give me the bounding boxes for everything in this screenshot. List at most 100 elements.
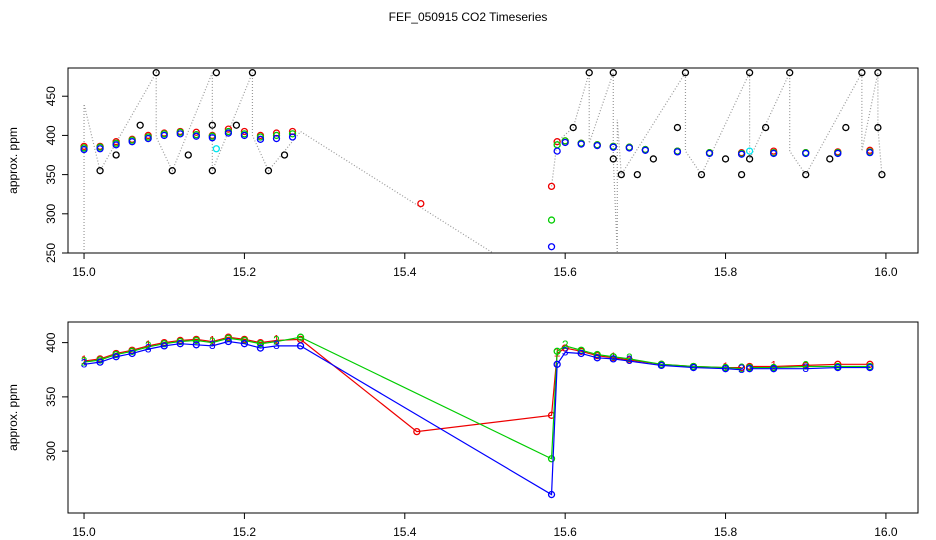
y-tick-label: 350 (44, 387, 58, 407)
y-axis-label: approx. ppm (6, 384, 20, 451)
point (858, 69, 866, 77)
point-glyph: 2 (209, 335, 216, 349)
point-glyph: 2 (738, 361, 745, 375)
point (160, 340, 168, 348)
point (176, 337, 184, 346)
point (761, 123, 770, 132)
point (770, 365, 778, 373)
x-tick-label: 15.0 (72, 525, 96, 539)
point (224, 337, 233, 346)
point (681, 69, 690, 77)
point-glyph: 2 (802, 359, 809, 373)
point (547, 182, 556, 191)
point (208, 167, 216, 175)
point (842, 123, 850, 132)
point (553, 347, 561, 355)
point (878, 170, 886, 179)
point (240, 131, 249, 140)
point (609, 155, 617, 163)
point-glyph: 3 (738, 362, 745, 376)
point (553, 138, 561, 146)
x-tick-label: 16.0 (874, 525, 898, 539)
point (240, 340, 249, 348)
y-tick-label: 300 (44, 203, 58, 223)
point (192, 132, 200, 140)
point-glyph: 2 (81, 354, 88, 368)
point (413, 427, 421, 436)
point (697, 170, 706, 179)
x-tick-label: 15.2 (233, 525, 257, 539)
point (112, 350, 120, 359)
chart-title: FEF_050915 CO2 Timeseries (389, 10, 548, 24)
point-glyph: 3 (626, 353, 633, 367)
point (264, 167, 273, 175)
point (826, 155, 834, 163)
point-glyph: 1 (273, 333, 280, 347)
point (288, 130, 297, 138)
point (547, 243, 556, 251)
point-glyph: 1 (209, 334, 216, 348)
point (625, 144, 633, 152)
point (152, 69, 160, 77)
panel: 15.0 15.2 15.4 15.6 15.8 16.0 250 300 350 400 450 a… (6, 67, 919, 279)
point (112, 151, 120, 159)
plot-frame (67, 67, 919, 254)
point (144, 134, 152, 143)
point-glyph: 3 (145, 341, 152, 355)
series-line (83, 340, 870, 496)
point (745, 155, 754, 163)
point-glyph: 3 (562, 345, 569, 359)
point-glyph: 2 (562, 338, 569, 352)
point (80, 145, 88, 154)
point (673, 148, 682, 156)
point (770, 149, 778, 158)
point-glyph: 1 (722, 360, 729, 374)
point (547, 455, 556, 463)
point (745, 69, 754, 77)
x-tick-label: 15.8 (714, 525, 738, 539)
point (609, 143, 617, 151)
x-tick-label: 15.4 (393, 525, 417, 539)
point (585, 69, 593, 77)
point (705, 149, 714, 158)
point (96, 356, 104, 364)
point (569, 123, 577, 132)
x-tick-label: 15.4 (393, 265, 417, 279)
point (136, 121, 144, 129)
point (561, 138, 569, 147)
point (721, 155, 730, 163)
point (673, 123, 682, 132)
point (192, 336, 200, 345)
point (296, 342, 305, 350)
point (802, 149, 810, 158)
point (593, 354, 601, 362)
panel: 15.0 15.2 15.4 15.6 15.8 16.0 300 350 400 approx.… (6, 321, 919, 539)
point (417, 199, 425, 208)
point (834, 149, 842, 158)
point (547, 216, 556, 224)
point (553, 360, 561, 368)
point (547, 490, 556, 499)
point-glyph: 3 (209, 338, 216, 352)
point (232, 121, 241, 129)
point (96, 145, 104, 153)
point (160, 342, 168, 350)
x-tick-label: 15.6 (553, 525, 577, 539)
point (256, 135, 265, 143)
point (184, 151, 192, 159)
point (272, 134, 281, 143)
series-line (83, 336, 870, 460)
point (657, 361, 666, 370)
point-glyph: 2 (273, 334, 280, 348)
x-tick-label: 16.0 (874, 265, 898, 279)
point (128, 349, 136, 358)
point (577, 349, 585, 358)
point (224, 125, 233, 133)
point (296, 333, 305, 341)
point (593, 141, 601, 150)
point (737, 170, 746, 179)
point (240, 127, 249, 136)
point (737, 363, 746, 372)
point (633, 170, 641, 179)
y-tick-label: 400 (44, 125, 58, 145)
